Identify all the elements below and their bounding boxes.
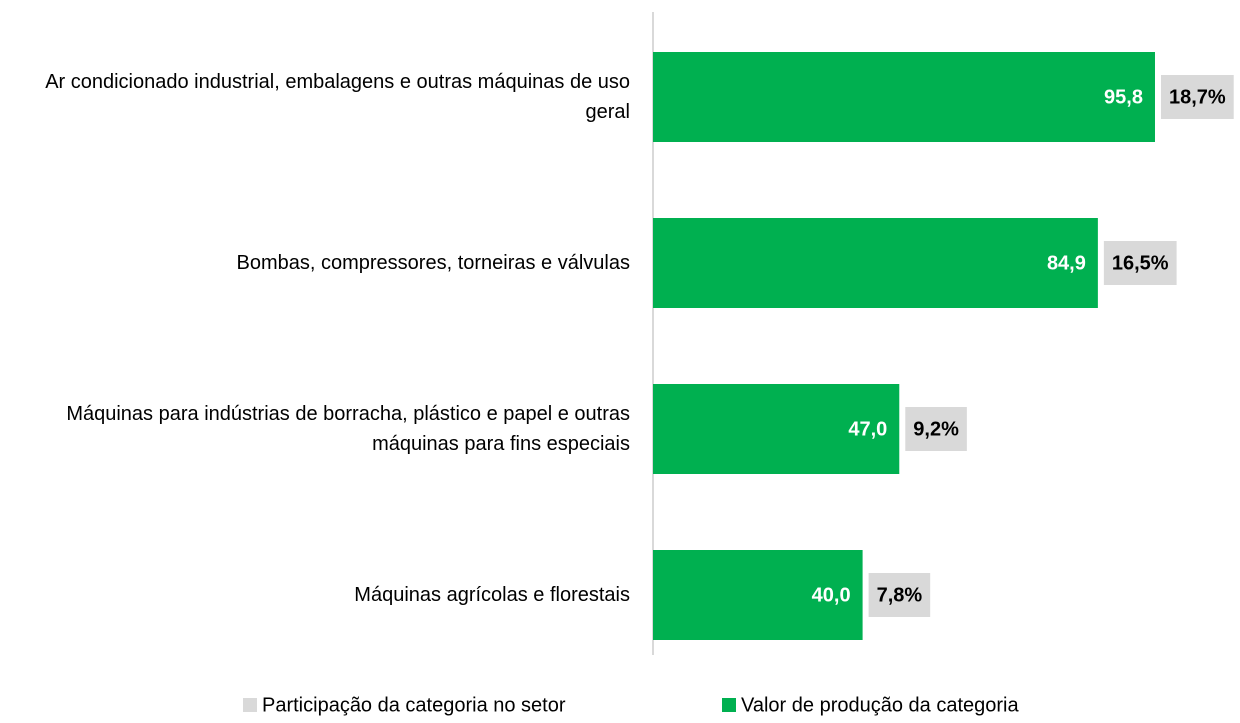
share-label: 9,2% <box>913 418 959 440</box>
category-label-box: Máquinas agrícolas e florestais <box>354 584 630 606</box>
bar <box>653 218 1098 308</box>
bar <box>653 384 900 474</box>
share-label: 16,5% <box>1112 252 1169 274</box>
share-label: 18,7% <box>1169 86 1226 108</box>
share-label: 7,8% <box>877 584 923 606</box>
value-label: 40,0 <box>812 584 851 606</box>
value-label: 47,0 <box>848 418 887 440</box>
category-label: Bombas, compressores, torneiras e válvul… <box>236 252 631 274</box>
legend-swatch <box>243 698 257 712</box>
share-label-box <box>868 573 931 617</box>
share-label-group: 18,7% <box>1160 75 1234 119</box>
value-label: 84,9 <box>1047 252 1086 274</box>
category-label-box: Ar condicionado industrial, embalagens e… <box>45 71 630 123</box>
share-label-group: 7,8% <box>868 573 931 617</box>
legend-swatch <box>722 698 736 712</box>
category-label: Máquinas para indústrias de borracha, pl… <box>66 403 630 455</box>
value-label: 95,8 <box>1104 86 1143 108</box>
share-label-box <box>1160 75 1234 119</box>
share-label-box <box>1103 241 1177 285</box>
share-label-box <box>905 407 967 451</box>
category-label-box: Bombas, compressores, torneiras e válvul… <box>236 252 631 274</box>
category-label-box: Máquinas para indústrias de borracha, pl… <box>66 403 630 455</box>
share-label-group: 16,5% <box>1103 241 1177 285</box>
bar <box>653 52 1155 142</box>
bar <box>653 550 863 640</box>
legend-label: Participação da categoria no setor <box>262 694 566 716</box>
category-label: Ar condicionado industrial, embalagens e… <box>45 71 630 123</box>
share-label-group: 9,2% <box>905 407 967 451</box>
legend-label: Valor de produção da categoria <box>741 694 1019 716</box>
category-label: Máquinas agrícolas e florestais <box>354 584 630 606</box>
